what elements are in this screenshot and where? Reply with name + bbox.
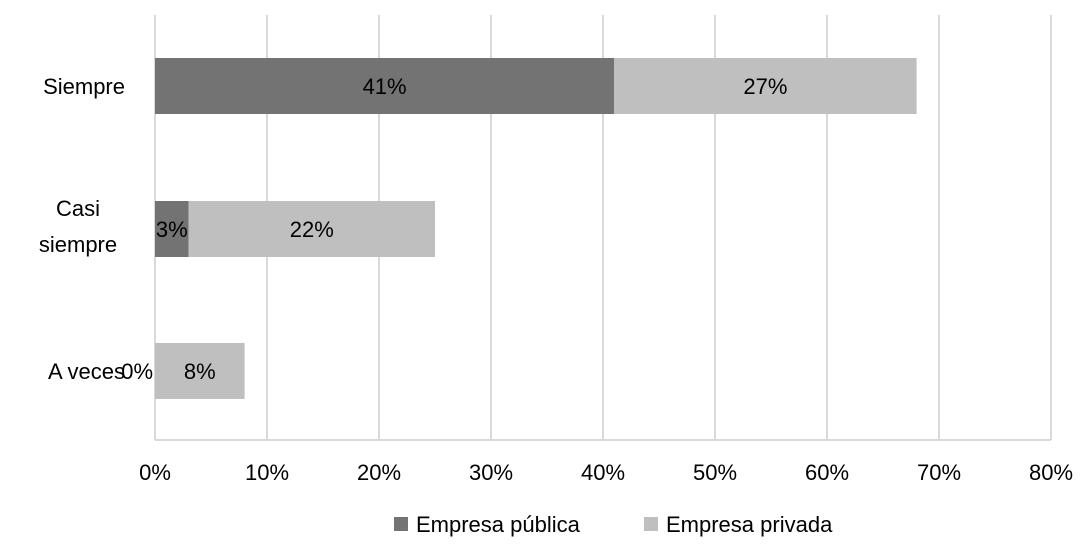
data-label: 3% <box>156 217 188 242</box>
data-label: 27% <box>743 74 787 99</box>
x-tick-label: 20% <box>357 460 401 485</box>
legend-label: Empresa pública <box>416 512 581 537</box>
bar-segment <box>155 58 615 114</box>
category-label: Siempre <box>43 74 125 99</box>
data-labels: 41% 27% 3% 22% 0% 8% <box>121 74 787 384</box>
category-label: A veces <box>48 359 125 384</box>
bar-segment <box>155 343 245 399</box>
legend-label: Empresa privada <box>666 512 833 537</box>
x-tick-label: 50% <box>693 460 737 485</box>
legend-swatch <box>394 517 408 531</box>
bar-segment <box>188 201 435 257</box>
x-tick-label: 0% <box>139 460 171 485</box>
data-label: 22% <box>290 217 334 242</box>
bar-segment <box>155 201 189 257</box>
category-label: Casi siempre <box>39 196 117 257</box>
x-tick-label: 10% <box>245 460 289 485</box>
data-label: 0% <box>121 359 153 384</box>
bars <box>155 58 917 399</box>
x-tick-label: 40% <box>581 460 625 485</box>
legend: Empresa pública Empresa privada <box>394 512 833 537</box>
axes: 0% 10% 20% 30% 40% 50% 60% 70% 80% Siempre Casi sie… <box>39 74 1073 485</box>
x-tick-label: 70% <box>917 460 961 485</box>
legend-swatch <box>644 517 658 531</box>
x-tick-label: 60% <box>805 460 849 485</box>
x-tick-label: 30% <box>469 460 513 485</box>
data-label: 41% <box>363 74 407 99</box>
data-label: 8% <box>184 359 216 384</box>
x-tick-label: 80% <box>1029 460 1073 485</box>
bar-segment <box>614 58 917 114</box>
